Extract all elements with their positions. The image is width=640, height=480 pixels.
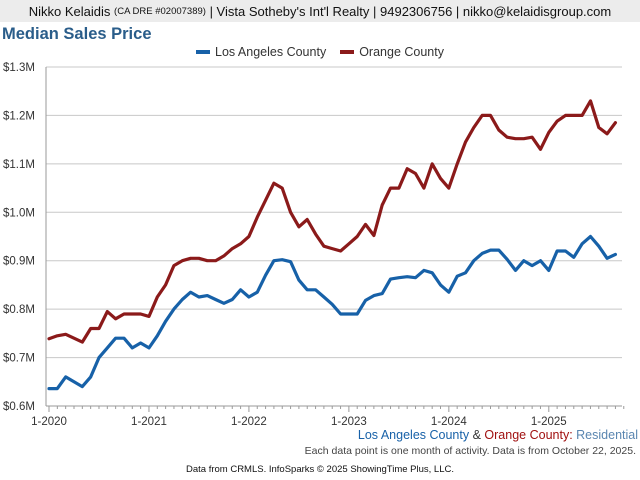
chart-legend: Los Angeles County Orange County [0,45,640,59]
header-bar: Nikko Kelaidis (CA DRE #02007389) | Vist… [0,0,640,22]
agent-name: Nikko Kelaidis [28,3,111,19]
series-line-los-angeles [47,234,618,391]
footer-la-label: Los Angeles County [357,428,470,442]
x-tick-label: 1-2023 [331,416,367,428]
legend-item-los-angeles: Los Angeles County [196,45,326,59]
y-tick-label: $0.9M [3,256,35,268]
legend-swatch-orange [340,50,355,54]
data-credit: Data from CRMLS. InfoSparks © 2025 Showi… [185,464,454,475]
y-tick-label: $1.1M [3,159,35,171]
legend-swatch-los-angeles [196,50,210,54]
footer-series-line: Los Angeles County & Orange County: Resi… [358,428,638,442]
x-tick-label: 1-2022 [231,416,267,428]
x-tick-label: 1-2020 [31,416,67,428]
x-tick-label: 1-2021 [131,416,167,428]
agent-license: (CA DRE #02007389) [114,5,206,17]
y-tick-label: $1.2M [3,110,35,122]
y-tick-label: $0.7M [3,353,35,365]
legend-label-orange: Orange County [359,45,444,59]
footer-note: Each data point is one month of activity… [304,445,636,457]
footer-amp: & [472,428,481,442]
x-tick-label: 1-2024 [431,416,467,428]
footer-residential-label: Residential [576,428,638,442]
footer-oc-label: Orange County: [484,428,573,442]
y-tick-label: $1.3M [3,62,35,74]
y-tick-label: $0.8M [3,304,35,316]
legend-item-orange: Orange County [340,45,444,59]
y-tick-label: $1.0M [3,207,35,219]
series-line-orange-county [47,99,618,344]
y-tick-label: $0.6M [3,401,35,413]
chart-title: Median Sales Price [2,25,152,43]
agent-company-contact: | Vista Sotheby's Int'l Realty | 9492306… [209,3,612,19]
x-tick-label: 1-2025 [531,416,567,428]
line-chart: $0.6M $0.7M $0.8M $0.9M $1.0M $1.1M $1.2M $1.3M… [3,62,625,428]
legend-label-los-angeles: Los Angeles County [215,45,327,59]
